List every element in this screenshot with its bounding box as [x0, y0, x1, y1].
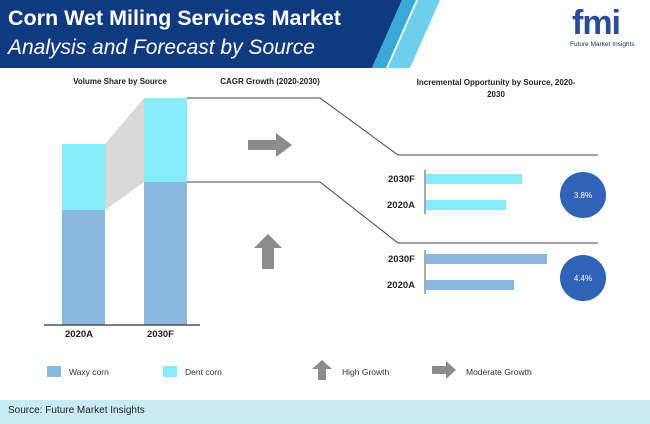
bar-2030f-dent-corn — [144, 98, 187, 182]
hbar-label-dent-2020a: 2020A — [387, 200, 415, 211]
legend-label-high-growth: High Growth — [342, 367, 390, 377]
header-background — [0, 0, 650, 68]
footer-bar: Source: Future Market Insights — [0, 400, 650, 424]
category-label-2020a: 2020A — [65, 329, 93, 340]
legend-swatch-dent — [163, 366, 177, 377]
cagr-badge-dent: 3.8% — [560, 172, 606, 218]
waxy-leader-line — [187, 181, 598, 244]
legend-swatch-waxy — [47, 366, 61, 377]
hbar-label-waxy-2020a: 2020A — [387, 280, 415, 291]
logo-word: fmi — [572, 4, 621, 42]
legend-label-moderate-growth: Moderate Growth — [466, 367, 532, 377]
source-note: Source: Future Market Insights — [8, 405, 145, 416]
hbar-dent-2030f — [426, 174, 522, 184]
fmi-logo: fmi Future Market Insights — [570, 4, 648, 54]
bar-2020a-dent-corn — [62, 144, 105, 210]
bar-2020a-waxy-corn — [62, 210, 105, 325]
cagr-header: CAGR Growth (2020-2030) — [220, 77, 320, 86]
volume-share-header: Volume Share by Source — [73, 77, 167, 86]
arrow-right-icon — [432, 361, 456, 379]
page-subtitle: Analysis and Forecast by Source — [8, 36, 315, 59]
dent-leader-line — [187, 97, 598, 156]
hbar-label-waxy-2030f: 2030F — [388, 254, 415, 265]
hbar-label-dent-2030f: 2030F — [388, 174, 415, 185]
category-label-2030f: 2030F — [147, 329, 174, 340]
logo-subtext: Future Market Insights — [570, 41, 635, 48]
page-title: Corn Wet Miling Services Market — [8, 6, 341, 30]
bar-2030f-waxy-corn — [144, 182, 187, 325]
incremental-header: Incremental Opportunity by Source, 2020-… — [416, 78, 576, 99]
moderate-growth-arrow — [248, 133, 292, 157]
high-growth-arrow — [254, 234, 282, 269]
bar-connector — [105, 98, 144, 210]
hbar-waxy-2030f — [426, 254, 547, 264]
hbar-waxy-2020a — [426, 280, 514, 290]
header-banner: Corn Wet Miling Services Market Analysis… — [0, 0, 650, 68]
hbar-dent-2020a — [426, 200, 506, 210]
legend-label-waxy: Waxy corn — [69, 367, 109, 377]
chart-canvas — [44, 97, 598, 326]
cagr-badge-waxy: 4.4% — [560, 255, 606, 301]
legend-label-dent: Dent corn — [185, 367, 222, 377]
arrow-up-icon — [312, 360, 332, 380]
